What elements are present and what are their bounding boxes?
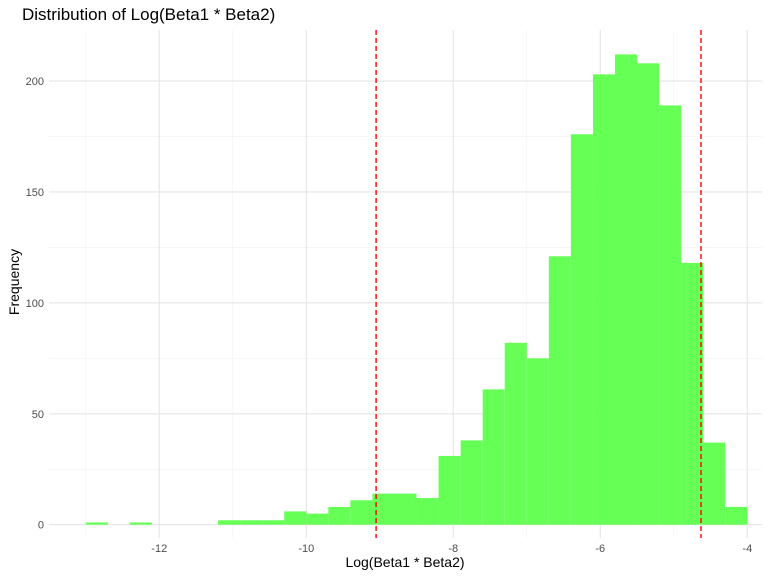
x-tick-label: -4 xyxy=(742,543,752,555)
histogram-bar xyxy=(350,500,373,525)
histogram-bar xyxy=(592,74,615,525)
histogram-bar xyxy=(504,342,527,525)
histogram-bars xyxy=(85,54,748,525)
y-tick-label: 100 xyxy=(26,298,44,310)
histogram-bar xyxy=(218,520,241,525)
histogram-bar xyxy=(328,506,351,525)
histogram-bar xyxy=(85,522,108,525)
y-tick-label: 150 xyxy=(26,187,44,199)
chart-title: Distribution of Log(Beta1 * Beta2) xyxy=(22,5,275,24)
histogram-bar xyxy=(129,522,152,525)
histogram-bar xyxy=(548,256,571,525)
x-tick-label: -10 xyxy=(298,543,314,555)
histogram-bar xyxy=(306,513,329,525)
histogram-bar xyxy=(394,493,417,525)
histogram-bar xyxy=(284,511,307,525)
histogram-bar xyxy=(637,63,660,525)
y-tick-label: 200 xyxy=(26,76,44,88)
x-tick-label: -8 xyxy=(448,543,458,555)
x-axis-title: Log(Beta1 * Beta2) xyxy=(345,554,464,570)
histogram-bar xyxy=(614,54,638,525)
histogram-bar xyxy=(460,440,483,525)
histogram-bar xyxy=(372,493,395,525)
reference-lines xyxy=(375,30,702,538)
histogram-bar xyxy=(240,520,263,525)
x-tick-label: -12 xyxy=(151,543,167,555)
histogram-bar xyxy=(416,498,439,525)
histogram-bar xyxy=(703,442,726,525)
histogram-bar xyxy=(659,105,682,525)
histogram-bar xyxy=(262,520,285,525)
x-tick-label: -6 xyxy=(595,543,605,555)
y-tick-label: 50 xyxy=(32,409,44,421)
x-axis-ticks: -12 -10 -8 -6 -4 xyxy=(151,543,752,555)
histogram-bar xyxy=(570,134,593,525)
y-axis-title: Frequency xyxy=(6,249,22,315)
histogram-bar xyxy=(681,262,704,525)
histogram-bar xyxy=(482,389,505,525)
histogram-bar xyxy=(526,358,549,525)
histogram-bar xyxy=(725,506,748,525)
y-tick-label: 0 xyxy=(38,520,44,532)
y-axis-ticks: 0 50 100 150 200 xyxy=(26,76,44,532)
histogram-bar xyxy=(438,455,461,525)
